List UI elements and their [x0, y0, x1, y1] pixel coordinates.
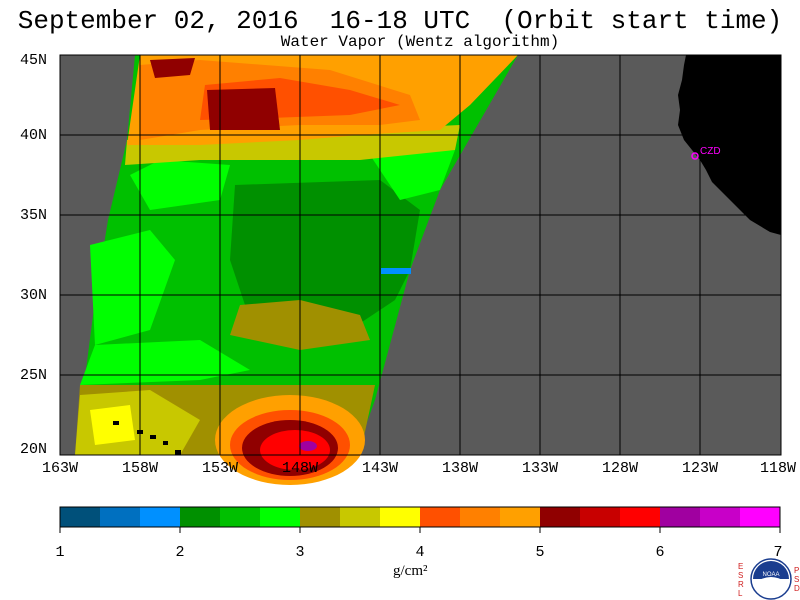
- colorbar-units: g/cm²: [393, 563, 428, 579]
- logo-letter-s2: S: [794, 575, 800, 584]
- lon-label-138w: 138W: [441, 460, 479, 477]
- colorbar-tick-3: 3: [295, 544, 305, 561]
- lat-label-25n: 25N: [20, 367, 48, 384]
- logo-letter-s1: S: [738, 571, 744, 580]
- colorbar-segment: [180, 507, 221, 527]
- logo-letter-d: D: [794, 584, 800, 593]
- lat-label-45n: 45N: [20, 52, 48, 69]
- colorbar-segment: [740, 507, 781, 527]
- lat-label-40n: 40N: [20, 127, 48, 144]
- logo-center-text: NOAA: [762, 572, 779, 578]
- map-frame: [59, 54, 782, 456]
- colorbar-segment: [460, 507, 501, 527]
- colorbar-tick-6: 6: [655, 544, 665, 561]
- colorbar-segment: [700, 507, 741, 527]
- lon-label-153w: 153W: [201, 460, 239, 477]
- colorbar-segment: [380, 507, 421, 527]
- swath-bright-green-3: [130, 160, 230, 210]
- lon-label-148w: 148W: [281, 460, 319, 477]
- lon-label-118w: 118W: [759, 460, 797, 477]
- colorbar-tick-1: 1: [55, 544, 65, 561]
- swath-bright-green-4: [370, 150, 455, 200]
- colorbar-segment: [580, 507, 621, 527]
- colorbar-segment: [540, 507, 581, 527]
- land-west-coast: [678, 55, 781, 235]
- noaa-logo: E S R L NOAA P S D: [734, 556, 800, 600]
- noaa-emblem-icon: NOAA: [750, 558, 792, 600]
- swath-darkred-north: [207, 88, 280, 130]
- lon-label-158w: 158W: [121, 460, 159, 477]
- swath-darkred-nw: [150, 58, 195, 78]
- logo-letter-p: P: [794, 566, 800, 575]
- logo-letter-e: E: [738, 562, 744, 571]
- lat-label-20n: 20N: [20, 441, 48, 458]
- map-subtitle: Water Vapor (Wentz algorithm): [280, 33, 560, 51]
- graticule: [60, 55, 781, 455]
- swath-blue-spot: [381, 268, 411, 274]
- station-marker: [691, 152, 699, 160]
- colorbar-segment: [220, 507, 261, 527]
- swath-bright-green-1: [90, 230, 175, 345]
- lon-label-123w: 123W: [681, 460, 719, 477]
- lat-label-35n: 35N: [20, 207, 48, 224]
- colorbar-tick-2: 2: [175, 544, 185, 561]
- map-title: September 02, 2016 16-18 UTC (Orbit star…: [17, 6, 783, 36]
- colorbar-segment: [100, 507, 141, 527]
- lon-label-163w: 163W: [41, 460, 79, 477]
- colorbar-segment: [60, 507, 101, 527]
- colorbar-segment: [500, 507, 541, 527]
- swath-dark-green: [230, 180, 420, 330]
- station-label: CZD: [700, 146, 721, 157]
- colorbar-segment: [620, 507, 661, 527]
- colorbar-tick-4: 4: [415, 544, 425, 561]
- swath-bright-green-2: [80, 340, 250, 385]
- logo-letter-l: L: [738, 589, 743, 598]
- colorbar-segment: [420, 507, 461, 527]
- colorbar-segment: [340, 507, 381, 527]
- lon-label-133w: 133W: [521, 460, 559, 477]
- colorbar-segment: [660, 507, 701, 527]
- swath-red-south: [260, 430, 330, 470]
- lon-label-143w: 143W: [361, 460, 399, 477]
- colorbar-segment: [300, 507, 341, 527]
- logo-letter-r: R: [738, 580, 744, 589]
- lon-label-128w: 128W: [601, 460, 639, 477]
- swath: [75, 55, 518, 485]
- colorbar-segment: [140, 507, 181, 527]
- colorbar-tick-5: 5: [535, 544, 545, 561]
- swath-purple-south: [299, 441, 317, 451]
- swath-yellow-south-2: [90, 405, 135, 445]
- lat-label-30n: 30N: [20, 287, 48, 304]
- colorbar: [59, 506, 781, 533]
- colorbar-tick-7: 7: [773, 544, 783, 561]
- colorbar-segment: [260, 507, 301, 527]
